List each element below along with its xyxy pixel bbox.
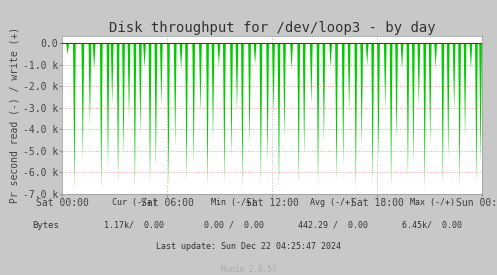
Text: Cur (-/+): Cur (-/+) [112, 198, 157, 207]
Text: Munin 2.0.57: Munin 2.0.57 [221, 265, 276, 274]
Text: Max (-/+): Max (-/+) [410, 198, 455, 207]
Text: 442.29 /  0.00: 442.29 / 0.00 [298, 221, 368, 230]
Y-axis label: Pr second read (-) / write (+): Pr second read (-) / write (+) [10, 27, 20, 203]
Text: 0.00 /  0.00: 0.00 / 0.00 [204, 221, 263, 230]
Text: Avg (-/+): Avg (-/+) [311, 198, 355, 207]
Title: Disk throughput for /dev/loop3 - by day: Disk throughput for /dev/loop3 - by day [109, 21, 435, 35]
Text: 1.17k/  0.00: 1.17k/ 0.00 [104, 221, 164, 230]
Text: Last update: Sun Dec 22 04:25:47 2024: Last update: Sun Dec 22 04:25:47 2024 [156, 242, 341, 251]
Text: 6.45k/  0.00: 6.45k/ 0.00 [403, 221, 462, 230]
Text: Bytes: Bytes [32, 221, 59, 230]
Text: Min (-/+): Min (-/+) [211, 198, 256, 207]
Text: RRDTOOL / TOBI OETIKER: RRDTOOL / TOBI OETIKER [491, 116, 496, 198]
